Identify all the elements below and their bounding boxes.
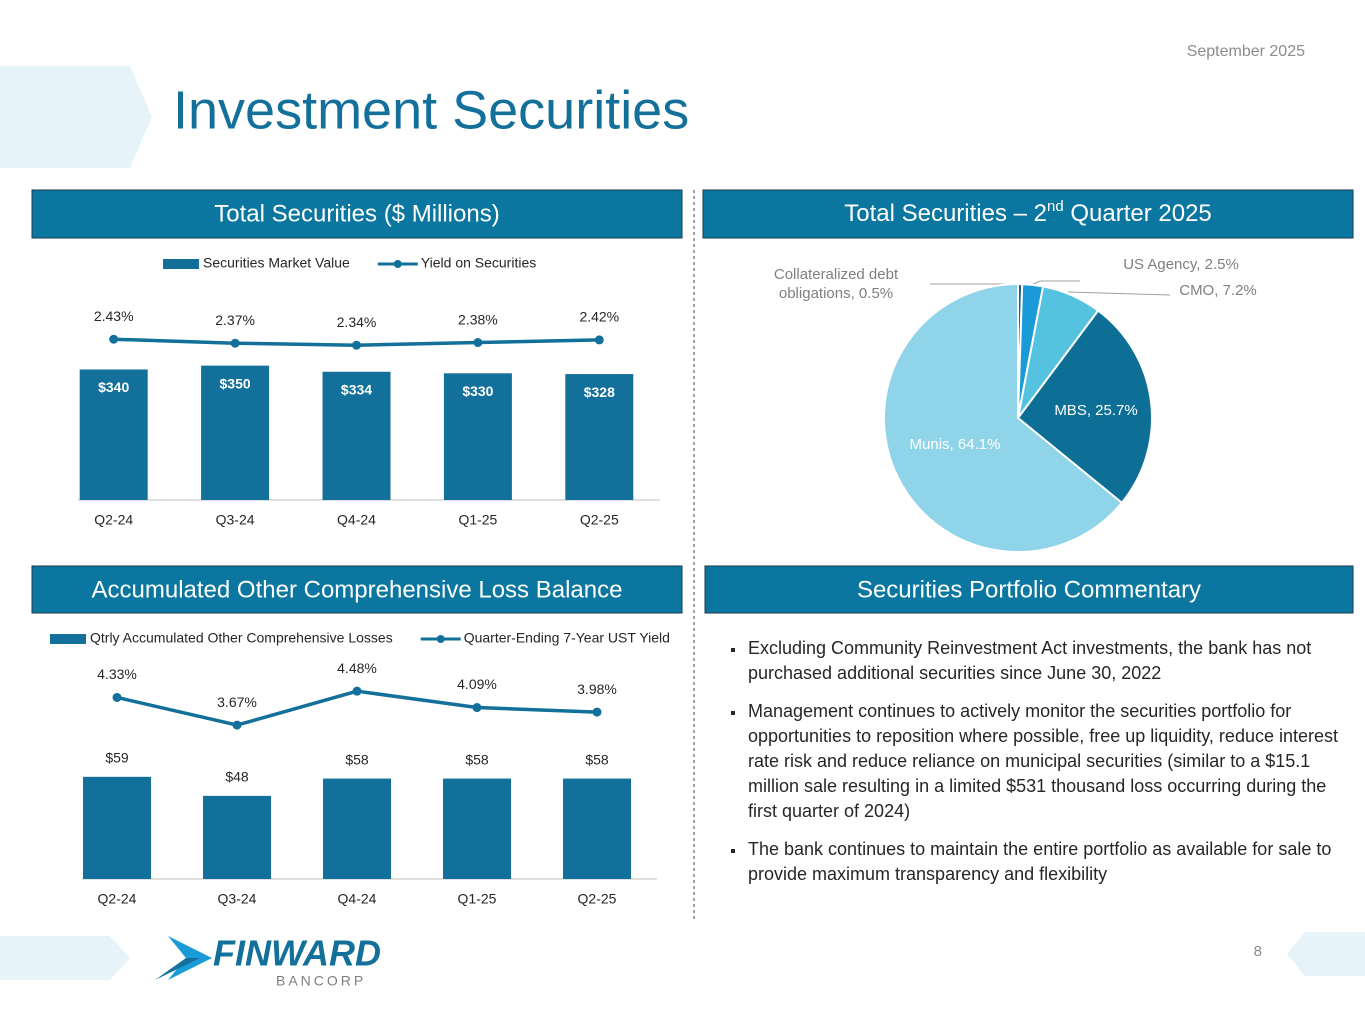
line-point xyxy=(594,335,604,345)
bar xyxy=(443,778,511,879)
legend-label: Yield on Securities xyxy=(421,255,536,271)
line-point xyxy=(473,338,483,348)
x-tick-label: Q4-24 xyxy=(338,891,377,907)
pie-label: Collateralized debt obligations, 0.5% xyxy=(773,266,899,302)
title-part: Quarter 2025 xyxy=(1064,200,1212,227)
x-tick-label: Q2-24 xyxy=(94,512,133,528)
legend-label: Quarter-Ending 7-Year UST Yield xyxy=(464,630,670,646)
line-value-label: 4.33% xyxy=(97,666,137,682)
x-tick-label: Q2-25 xyxy=(578,891,617,907)
footer-band-right xyxy=(1287,932,1365,976)
title-superscript: nd xyxy=(1047,198,1064,215)
pie-label: Munis, 64.1% xyxy=(909,436,1001,453)
commentary: Excluding Community Reinvestment Act inv… xyxy=(722,636,1356,900)
page-number: 8 xyxy=(1254,943,1262,960)
panel-title: Accumulated Other Comprehensive Loss Bal… xyxy=(92,576,623,603)
x-tick-label: Q2-24 xyxy=(98,891,137,907)
legend-swatch xyxy=(436,635,445,643)
bar-value-label: $59 xyxy=(105,750,129,766)
line-value-label: 2.43% xyxy=(94,308,134,324)
bar xyxy=(563,778,631,879)
leader-line xyxy=(1067,291,1171,296)
logo-mark xyxy=(155,958,200,980)
line-point xyxy=(592,707,602,717)
x-tick-label: Q1-25 xyxy=(458,891,497,907)
bar-value-label: $334 xyxy=(341,381,372,397)
bar xyxy=(565,374,634,500)
bar-value-label: $328 xyxy=(584,384,615,400)
bullet: Management continues to actively monitor… xyxy=(746,699,1356,824)
pie-label: MBS, 25.7% xyxy=(1054,402,1138,419)
title-part: Total Securities – 2 xyxy=(844,200,1047,227)
bar-value-label: $340 xyxy=(98,379,129,395)
line-value-label: 3.67% xyxy=(217,694,257,710)
line-point xyxy=(232,720,242,730)
line-point xyxy=(109,334,119,344)
pie-slice xyxy=(883,282,1124,553)
bar-value-label: $58 xyxy=(585,751,609,767)
header-chevron xyxy=(0,66,152,168)
panel-title: Securities Portfolio Commentary xyxy=(857,576,1201,603)
bar xyxy=(83,776,151,879)
panel-header xyxy=(31,189,683,239)
line-point xyxy=(352,340,361,350)
line xyxy=(116,689,598,727)
legend-label: Securities Market Value xyxy=(203,255,350,271)
date: September 2025 xyxy=(1187,43,1305,60)
bar-value-label: $58 xyxy=(465,751,489,767)
line-value-label: 4.48% xyxy=(337,660,377,676)
x-tick-label: Q2-25 xyxy=(580,512,619,528)
line-value-label: 3.98% xyxy=(577,681,617,697)
logo: FINWARD xyxy=(213,933,381,974)
footer-band-left xyxy=(0,936,130,980)
x-tick-label: Q3-24 xyxy=(216,512,255,528)
bar xyxy=(322,371,391,500)
bar xyxy=(201,365,270,500)
pie-label: US Agency, 2.5% xyxy=(1123,256,1239,273)
legend-swatch xyxy=(163,259,199,269)
pie-label: CMO, 7.2% xyxy=(1179,282,1257,299)
page-title: Investment Securities xyxy=(173,80,689,140)
legend-swatch xyxy=(50,634,86,644)
bar-value-label: $58 xyxy=(345,751,369,767)
bar-value-label: $330 xyxy=(462,383,493,399)
x-tick-label: Q4-24 xyxy=(337,512,376,528)
bar xyxy=(443,373,512,500)
line-value-label: 2.37% xyxy=(215,312,255,328)
bullet: The bank continues to maintain the entir… xyxy=(746,837,1356,887)
line-point xyxy=(352,686,362,696)
panel-title: Total Securities ($ Millions) xyxy=(214,200,499,227)
bar xyxy=(203,795,271,879)
line-value-label: 4.09% xyxy=(457,676,497,692)
x-tick-label: Q1-25 xyxy=(458,512,497,528)
legend-label: Qtrly Accumulated Other Comprehensive Lo… xyxy=(90,630,393,646)
bar-value-label: $48 xyxy=(225,769,249,785)
panel-title: Total Securities – 2nd Quarter 2025 xyxy=(844,198,1212,227)
bar xyxy=(323,778,391,879)
legend-swatch xyxy=(393,260,402,268)
panel-header xyxy=(31,565,683,614)
x-tick-label: Q3-24 xyxy=(218,891,257,907)
line-point xyxy=(230,338,240,348)
bullet: Excluding Community Reinvestment Act inv… xyxy=(746,636,1356,686)
line-point xyxy=(112,692,122,702)
panel-header xyxy=(704,565,1354,614)
line-value-label: 2.42% xyxy=(579,309,619,325)
line-point xyxy=(472,703,482,713)
bar-value-label: $350 xyxy=(220,375,251,391)
pie-slice xyxy=(1016,309,1153,505)
panel-header xyxy=(702,189,1354,239)
bar xyxy=(79,369,148,500)
line-value-label: 2.34% xyxy=(337,314,377,330)
line-value-label: 2.38% xyxy=(458,311,498,327)
logo-sub: BANCORP xyxy=(276,973,366,989)
